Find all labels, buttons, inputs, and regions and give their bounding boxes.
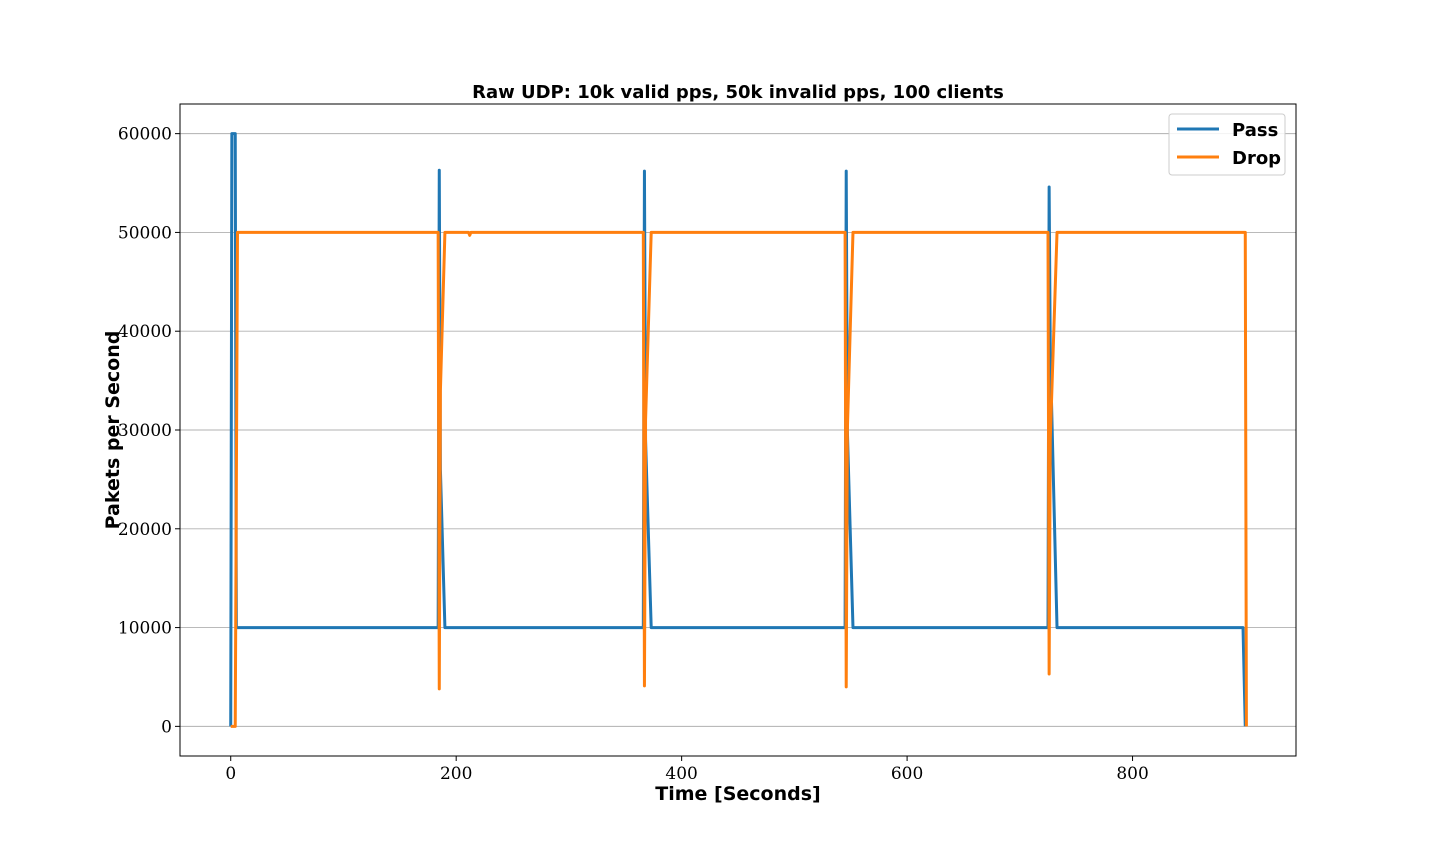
y-tick-label: 50000 — [118, 223, 172, 243]
y-tick-label: 40000 — [118, 322, 172, 342]
series-lines — [229, 132, 1248, 728]
y-tick-label: 60000 — [118, 125, 172, 145]
x-axis-label: Time [Seconds] — [655, 783, 820, 805]
y-axis-label: Pakets per Second — [102, 331, 124, 530]
x-tick-label: 200 — [440, 764, 472, 784]
series-line-drop — [230, 230, 1248, 728]
y-tick-label: 10000 — [118, 619, 172, 639]
x-tick-label: 400 — [665, 764, 697, 784]
y-tick-label: 20000 — [118, 520, 172, 540]
legend: Pass Drop — [1168, 113, 1286, 176]
chart-title: Raw UDP: 10k valid pps, 50k invalid pps,… — [472, 82, 1004, 103]
x-tick-label: 800 — [1116, 764, 1148, 784]
x-tick-label: 600 — [891, 764, 923, 784]
y-tick-label: 0 — [161, 717, 172, 737]
legend-label-drop: Drop — [1232, 148, 1281, 169]
x-tick-label: 0 — [225, 764, 236, 784]
legend-label-pass: Pass — [1232, 120, 1278, 141]
y-tick-label: 30000 — [118, 421, 172, 441]
axis-ticks: 0 10000 20000 30000 40000 50000 60000 0 200 400 60… — [118, 125, 1149, 784]
